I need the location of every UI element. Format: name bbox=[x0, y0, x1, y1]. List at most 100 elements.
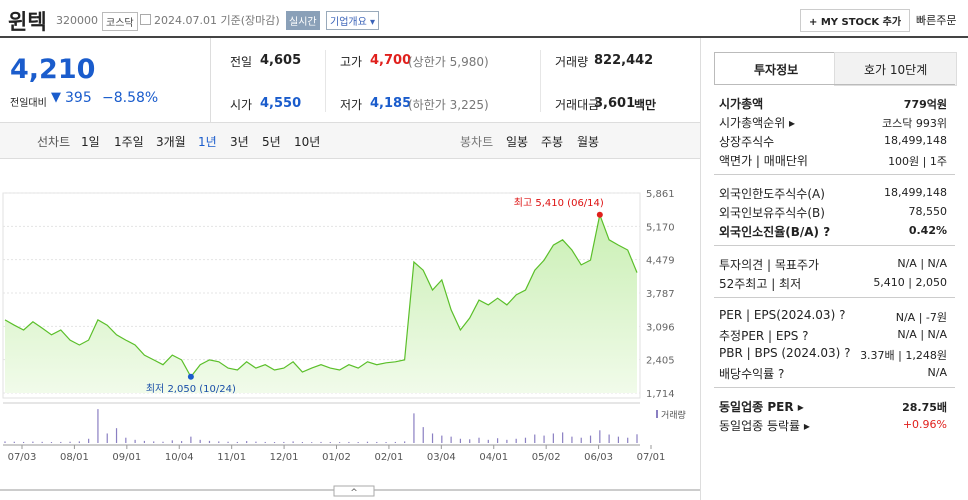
volume-bar bbox=[571, 436, 573, 443]
summary-value: 4,605 bbox=[260, 53, 302, 68]
info-label: 동일업종 등락률 ▸ bbox=[719, 419, 810, 433]
info-group-rule bbox=[714, 387, 955, 388]
candle-tab[interactable]: 주봉 bbox=[541, 135, 564, 149]
volume-bar bbox=[255, 441, 257, 443]
summary-value: 4,550 bbox=[260, 96, 302, 111]
plot-frame bbox=[2, 192, 641, 399]
volume-bar bbox=[13, 441, 15, 443]
line-tab[interactable]: 5년 bbox=[262, 135, 281, 149]
summary-note: (상한가 5,980) bbox=[408, 55, 489, 69]
info-label: 액면가 | 매매단위 bbox=[719, 154, 808, 168]
expand-button[interactable] bbox=[333, 485, 375, 497]
info-label: 동일업종 PER ▸ bbox=[719, 400, 804, 414]
x-tick-label: 05/02 bbox=[532, 452, 561, 463]
volume-bar bbox=[338, 442, 341, 443]
info-label: 추정PER | EPS ? bbox=[719, 329, 809, 343]
company-info[interactable]: 기업개요 ▾ bbox=[326, 11, 380, 30]
volume-bar bbox=[143, 440, 146, 443]
line-tab[interactable]: 1년 bbox=[198, 135, 217, 149]
candle-tab[interactable]: 월봉 bbox=[577, 135, 600, 149]
tab-bar bbox=[0, 122, 700, 159]
x-tick-label: 07/03 bbox=[8, 452, 37, 463]
info-label: 52주최고 | 최저 bbox=[719, 277, 802, 291]
info-value: 0.42% bbox=[908, 224, 947, 237]
summary-divider bbox=[540, 50, 541, 112]
info-group-rule bbox=[714, 245, 955, 246]
info-label: 시가총액순위 ▸ bbox=[719, 116, 796, 130]
summary-note: (하한가 3,225) bbox=[408, 98, 489, 112]
summary-value: 822,442 bbox=[594, 53, 654, 68]
summary-value: 4,185 bbox=[370, 96, 412, 111]
info-label: 외국인소진율(B/A) ? bbox=[719, 225, 831, 239]
volume-bar bbox=[478, 437, 480, 443]
candle-tab[interactable]: 일봉 bbox=[506, 135, 529, 149]
line-tab[interactable]: 3개월 bbox=[156, 135, 186, 149]
volume-bar bbox=[311, 442, 313, 443]
x-tick-label: 12/01 bbox=[270, 452, 299, 463]
info-tab bbox=[714, 52, 835, 85]
volume-bar bbox=[627, 437, 629, 443]
realtime-badge[interactable]: 실시간 bbox=[286, 11, 320, 30]
quick-order[interactable]: 빠른주문 bbox=[916, 14, 957, 27]
volume-bar bbox=[283, 441, 285, 443]
volume-bar bbox=[208, 440, 211, 443]
summary-label: 시가 bbox=[230, 98, 253, 112]
change-label: 전일대비 bbox=[10, 98, 47, 109]
volume-bar bbox=[60, 441, 62, 443]
low-label: 최저 2,050 (10/24) bbox=[146, 383, 236, 395]
y-tick-label: 5,861 bbox=[646, 189, 675, 200]
volume-bar bbox=[329, 442, 331, 443]
summary-label: 전일 bbox=[230, 55, 253, 69]
info-value: 18,499,148 bbox=[884, 134, 947, 147]
line-tab[interactable]: 1주일 bbox=[114, 135, 144, 149]
volume-bar bbox=[562, 432, 564, 443]
volume-bar bbox=[32, 441, 34, 443]
volume-bar bbox=[199, 439, 201, 443]
candle-tab: 봉차트 bbox=[460, 135, 494, 149]
change-rate: −8.58% bbox=[102, 90, 159, 106]
volume-bar bbox=[487, 439, 489, 443]
volume-bar bbox=[218, 441, 220, 443]
volume-bar bbox=[608, 434, 610, 443]
info-value: 5,410 | 2,050 bbox=[873, 276, 947, 289]
volume-bar bbox=[320, 441, 322, 443]
info-label: 외국인한도주식수(A) bbox=[719, 187, 825, 201]
volume-bar bbox=[394, 441, 396, 443]
volume-legend-icon bbox=[656, 410, 658, 418]
price-area bbox=[5, 214, 637, 393]
calendar-icon bbox=[140, 14, 151, 25]
line-tab[interactable]: 3년 bbox=[230, 135, 249, 149]
volume-bar bbox=[366, 441, 369, 443]
volume-bar bbox=[22, 441, 25, 443]
my-stock-button[interactable]: + MY STOCK 추가 bbox=[800, 9, 911, 32]
summary-value: 4,700 bbox=[370, 53, 412, 68]
info-label: PBR | BPS (2024.03) ? bbox=[719, 346, 851, 360]
info-label: 투자의견 | 목표주가 bbox=[719, 258, 819, 272]
volume-bar bbox=[404, 441, 406, 443]
volume-bar bbox=[50, 442, 53, 443]
x-tick-label: 09/01 bbox=[112, 452, 141, 463]
volume-bar bbox=[292, 441, 294, 443]
summary-label: 거래대금 bbox=[555, 98, 600, 112]
price-chart: ^ 1,714 2,405 3,096 3,787 4,479 5,170 5,861 거래량… bbox=[0, 189, 700, 498]
volume-bar bbox=[431, 433, 434, 443]
volume-bar bbox=[506, 439, 508, 443]
x-tick-label: 01/02 bbox=[322, 452, 351, 463]
panel-divider bbox=[700, 38, 701, 500]
y-tick-label: 3,096 bbox=[646, 322, 675, 333]
x-tick-label: 07/01 bbox=[637, 452, 666, 463]
volume-bar bbox=[496, 438, 499, 443]
volume-bar bbox=[301, 442, 304, 443]
volume-bar bbox=[357, 442, 359, 443]
volume-bar bbox=[636, 434, 638, 443]
line-tab[interactable]: 1일 bbox=[81, 135, 100, 149]
volume-bar bbox=[227, 441, 229, 443]
volume-bar bbox=[543, 435, 545, 443]
info-group-rule bbox=[714, 297, 955, 298]
info-tab bbox=[834, 52, 957, 86]
volume-bar bbox=[450, 436, 452, 443]
line-tab[interactable]: 10년 bbox=[294, 135, 321, 149]
volume-bar bbox=[171, 440, 173, 443]
volume-bar bbox=[41, 441, 43, 443]
volume-bar bbox=[376, 441, 378, 443]
